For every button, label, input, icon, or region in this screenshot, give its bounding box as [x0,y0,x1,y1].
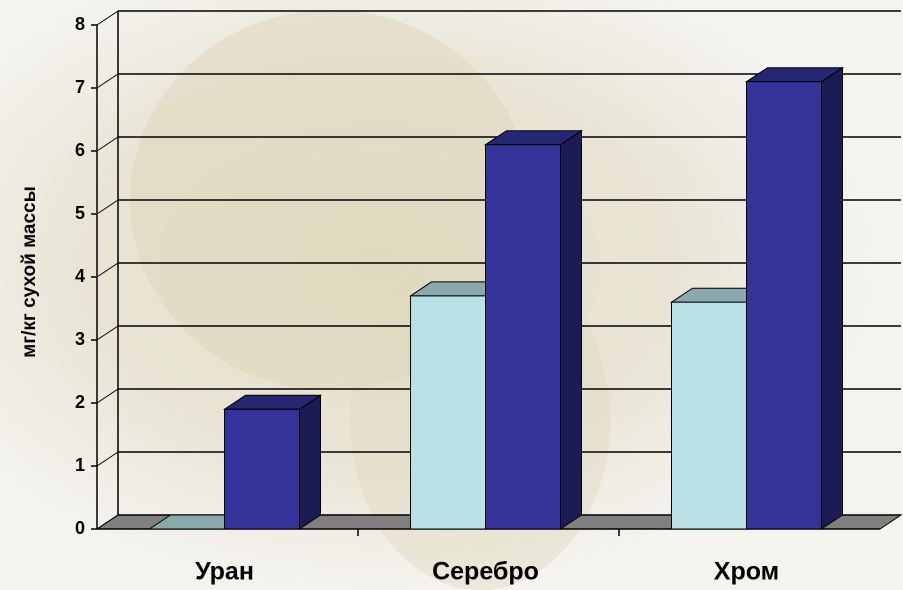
y-tick-label: 8 [75,14,85,34]
y-tick-label: 3 [75,329,85,349]
y-tick-label: 4 [75,266,85,286]
bar [411,296,486,529]
y-tick-label: 7 [75,77,85,97]
x-tick-label: Серебро [432,558,539,586]
bar-side [822,68,843,529]
y-tick-label: 5 [75,203,85,223]
chart: 0 1 2 3 4 5 6 7 8 Уран Серебро Хром мг/кг сухой мас… [0,0,903,590]
y-tick-label: 6 [75,140,85,160]
bar-side [300,395,321,529]
y-axis-label: мг/кг сухой массы [19,186,40,358]
bar [747,82,822,529]
x-tick-label: Хром [714,558,779,586]
bar [486,145,561,529]
y-tick-label: 2 [75,392,85,412]
y-tick-label: 0 [75,518,85,538]
bar-side [561,131,582,529]
bar [672,302,747,529]
y-tick-label: 1 [75,455,85,475]
bar [225,409,300,529]
x-tick-label: Уран [195,558,254,586]
